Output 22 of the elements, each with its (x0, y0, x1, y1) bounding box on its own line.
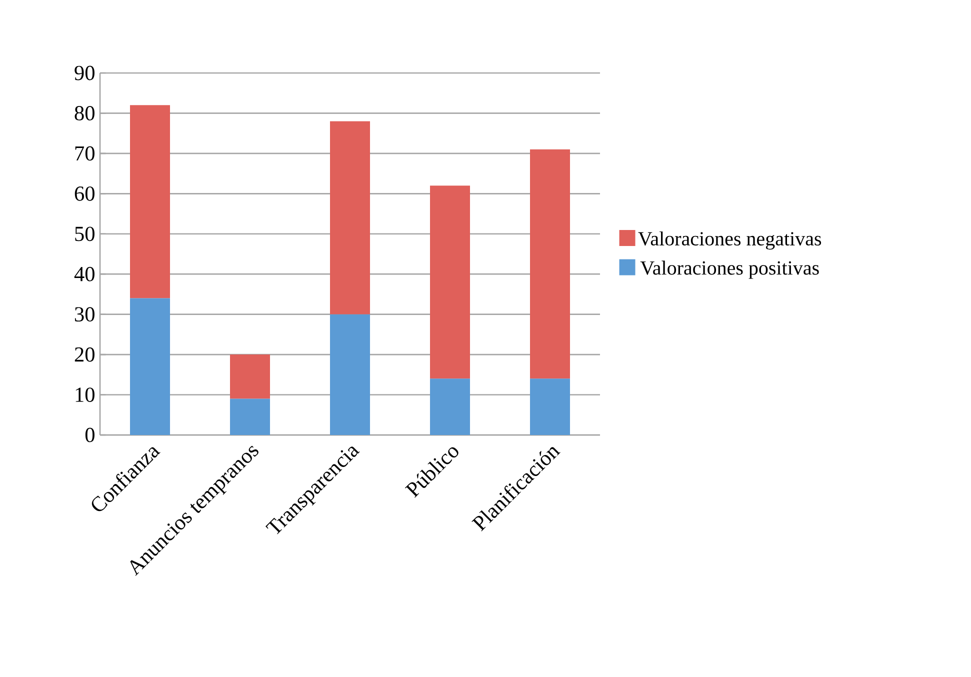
bar (330, 121, 370, 314)
bar (230, 398, 270, 435)
bar (530, 149, 570, 379)
bar (430, 186, 470, 379)
y-tick-label: 0 (85, 428, 94, 442)
bar (530, 378, 570, 435)
y-tick-label: 40 (74, 266, 94, 282)
bar (430, 378, 470, 435)
y-tick-label: 60 (74, 186, 94, 201)
legend-label: Valoraciones positivas (640, 260, 819, 279)
bar (130, 298, 170, 435)
y-tick-label: 50 (75, 226, 94, 242)
y-tick-label: 30 (74, 307, 94, 322)
y-tick-label: 90 (74, 66, 94, 80)
legend-label: Valoraciones negativas (638, 231, 822, 250)
y-tick-label: 70 (75, 146, 94, 161)
bar (130, 105, 170, 298)
bar (330, 314, 370, 435)
bar (230, 354, 270, 399)
y-tick-label: 10 (76, 388, 94, 402)
y-tick-label: 20 (74, 347, 94, 362)
y-tick-label: 80 (74, 106, 94, 120)
